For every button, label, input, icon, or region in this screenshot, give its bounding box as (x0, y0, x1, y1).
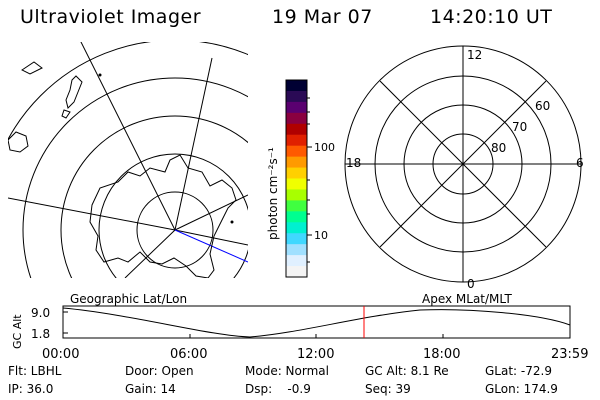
colorbar-stripe (286, 200, 307, 212)
altitude-plot (62, 305, 571, 339)
geographic-map (8, 42, 248, 278)
altitude-ylabel: GC Alt (11, 314, 24, 349)
mlat-label: 60 (535, 99, 550, 113)
lon-line (8, 197, 176, 231)
altitude-plot-frame (62, 305, 571, 339)
colorbar-stripe (286, 255, 307, 267)
gain-status: Gain: 14 (125, 382, 176, 396)
colorbar-stripe (286, 167, 307, 180)
mlt-label-right: 6 (576, 156, 584, 170)
colorbar-stripe (286, 90, 307, 103)
colorbar-stripe (286, 123, 307, 136)
mlat-mlt-map (344, 45, 582, 283)
altitude-xtick-label: 12:00 (297, 347, 334, 362)
colorbar-stripe (286, 189, 307, 201)
colorbar-stripe (286, 244, 307, 256)
dsp-status: Dsp: -0.9 (245, 382, 311, 396)
glat-status: GLat: -72.9 (485, 364, 552, 378)
time-label: 14:20:10 UT (430, 6, 553, 28)
colorbar-stripe (286, 266, 307, 278)
colorbar-stripe (286, 112, 307, 125)
colorbar-stripe (286, 80, 307, 92)
island-coastline (21, 61, 43, 75)
colorbar-stripe (286, 178, 307, 191)
door-status: Door: Open (125, 364, 194, 378)
altitude-ytick-label: 9.0 (31, 306, 50, 320)
colorbar-stripe (286, 156, 307, 169)
colorbar-unit-label: photon cm⁻²s⁻¹ (266, 147, 280, 240)
seq-status: Seq: 39 (365, 382, 411, 396)
australia-coastline (8, 131, 29, 153)
lat-circle-outer (8, 42, 248, 141)
island-coastline (61, 109, 71, 119)
lat-circle (98, 153, 248, 278)
app-title: Ultraviolet Imager (20, 6, 202, 28)
altitude-xtick-label: 06:00 (170, 347, 207, 362)
altitude-xtick-label: 00:00 (42, 347, 79, 362)
mlt-label-bottom: 0 (467, 277, 475, 291)
mlt-label-left: 18 (346, 156, 361, 170)
altitude-curve (62, 307, 571, 338)
altitude-xtick-label: 23:59 (551, 347, 588, 362)
colorbar-stripe (286, 222, 307, 234)
colorbar: 100 10 photon cm⁻²s⁻¹ (266, 79, 335, 278)
lon-line (174, 229, 248, 246)
island-dot (98, 73, 102, 77)
lat-circle (60, 115, 248, 278)
colorbar-tick-label: 10 (314, 229, 328, 242)
island-dot (230, 220, 234, 224)
lat-circle (22, 77, 248, 278)
lon-line (124, 229, 176, 278)
lon-line (80, 42, 176, 231)
colorbar-stripe (286, 134, 307, 147)
colorbar-stripe (286, 101, 307, 114)
colorbar-stripe (286, 211, 307, 223)
antarctica-coastline (89, 154, 237, 278)
colorbar-stripe (286, 233, 307, 245)
glon-status: GLon: 174.9 (485, 382, 558, 396)
colorbar-stripe (286, 145, 307, 158)
altitude-ytick-label: 1.8 (31, 327, 50, 341)
mlt-label-top: 12 (467, 48, 482, 62)
lat-circle-inner (136, 191, 214, 269)
ip-status: IP: 36.0 (8, 382, 54, 396)
right-map-label: Apex MLat/MLT (422, 292, 512, 306)
lon-line (174, 194, 248, 231)
mlt-line-diag (379, 80, 547, 248)
colorbar-tick-label: 100 (314, 141, 335, 154)
mlat-label: 80 (491, 141, 506, 155)
altitude-xtick-label: 18:00 (423, 347, 460, 362)
lon-line (174, 57, 213, 231)
new-zealand-coastline (65, 75, 83, 109)
mlat-label: 70 (512, 120, 527, 134)
colorbar-gradient (286, 80, 307, 278)
date-label: 19 Mar 07 (272, 6, 373, 28)
colorbar-frame (285, 79, 308, 278)
left-map-label: Geographic Lat/Lon (70, 292, 187, 306)
mode-status: Mode: Normal (245, 364, 329, 378)
gc-alt-status: GC Alt: 8.1 Re (365, 364, 449, 378)
filter-status: Flt: LBHL (8, 364, 62, 378)
